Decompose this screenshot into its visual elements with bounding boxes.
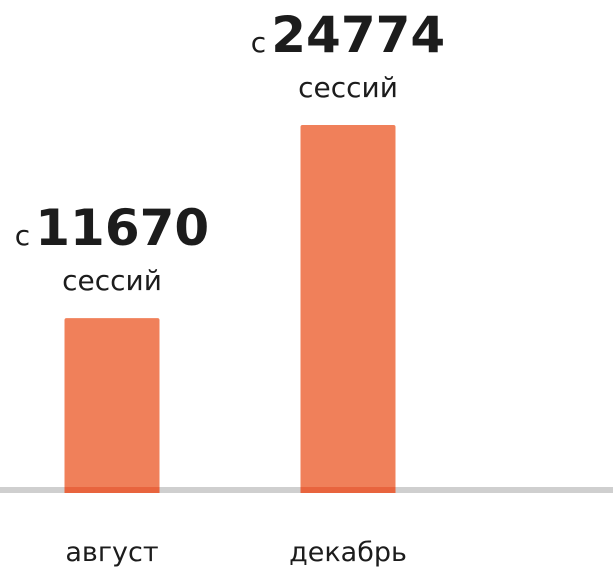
value-label: с 24774 [251, 6, 445, 64]
label-value: 11670 [35, 199, 209, 257]
label-prefix: с [251, 26, 266, 59]
bar-foot [300, 487, 396, 493]
bar [64, 318, 160, 490]
bar [300, 125, 396, 490]
bar-foot [64, 487, 160, 493]
x-tick-label: декабрь [289, 537, 407, 567]
label-suffix: сессий [298, 71, 398, 104]
label-prefix: с [15, 219, 30, 252]
label-suffix: сессий [62, 264, 162, 297]
label-value: 24774 [271, 6, 445, 64]
x-tick-label: август [65, 537, 158, 567]
value-label: с 11670 [15, 199, 209, 257]
